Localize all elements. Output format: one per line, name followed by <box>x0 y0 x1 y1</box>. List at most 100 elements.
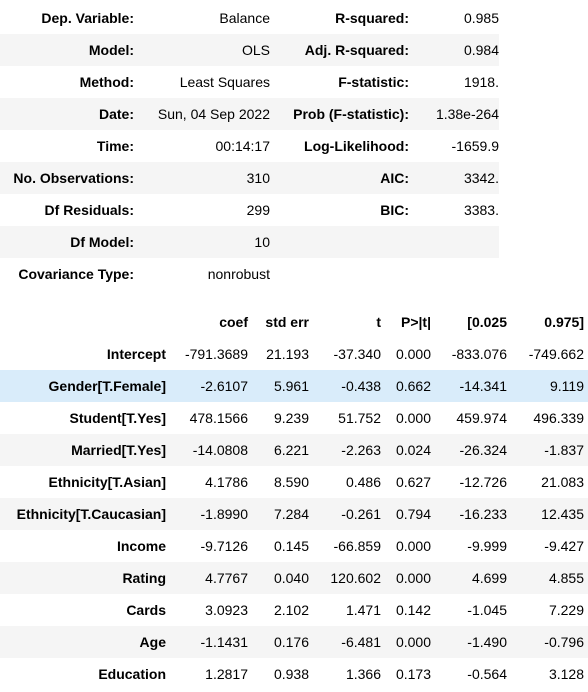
cell-t: -6.481 <box>341 634 381 650</box>
cell-ci-upper: 496.339 <box>533 410 584 426</box>
cell-variable: Rating <box>122 570 166 586</box>
cell-t: -66.859 <box>333 538 381 554</box>
summary-value: Sun, 04 Sep 2022 <box>157 106 270 122</box>
cell-ci-lower: -14.341 <box>459 378 507 394</box>
cell-coef: 3.0923 <box>205 602 248 618</box>
cell-ci-upper: 4.855 <box>548 570 584 586</box>
cell-p-value: 0.000 <box>395 634 431 650</box>
summary-stat-label <box>270 258 409 290</box>
model-summary-table: Dep. Variable: Balance R-squared: 0.985 Mode… <box>0 2 499 290</box>
header-coef: coef <box>219 314 248 330</box>
header-p-value: P>|t| <box>400 314 431 330</box>
cell-ci-lower: -26.324 <box>459 442 507 458</box>
header-ci-lower: [0.025 <box>467 314 507 330</box>
cell-ci-lower: 459.974 <box>456 410 507 426</box>
cell-ci-lower: -1.045 <box>467 602 507 618</box>
cell-p-value: 0.000 <box>395 410 431 426</box>
cell-variable: Student[T.Yes] <box>69 410 166 426</box>
coefficients-body: Intercept -791.3689 21.193 -37.340 0.000 -833… <box>0 338 588 690</box>
cell-ci-upper: -0.796 <box>544 634 584 650</box>
cell-std-err: 5.961 <box>273 378 309 394</box>
summary-row: Time: 00:14:17 Log-Likelihood: -1659.9 <box>0 130 499 162</box>
cell-ci-lower: -833.076 <box>451 346 507 362</box>
cell-ci-lower: -0.564 <box>467 666 507 682</box>
table-row: Income -9.7126 0.145 -66.859 0.000 -9.999 -9.4… <box>0 530 588 562</box>
cell-ci-upper: 7.229 <box>548 602 584 618</box>
cell-t: -0.261 <box>341 506 381 522</box>
summary-stat-label: Adj. R-squared: <box>304 42 409 58</box>
header-std-err: std err <box>265 314 309 330</box>
summary-stat-label <box>270 226 409 258</box>
summary-stat-value <box>409 226 499 258</box>
cell-p-value: 0.662 <box>395 378 431 394</box>
summary-label: Covariance Type: <box>18 266 134 282</box>
summary-stat-value: 1918. <box>463 74 499 90</box>
cell-t: 51.752 <box>338 410 381 426</box>
summary-label: Model: <box>88 42 134 58</box>
cell-p-value: 0.627 <box>395 474 431 490</box>
cell-std-err: 0.176 <box>273 634 309 650</box>
cell-coef: -1.1431 <box>200 634 248 650</box>
summary-label: Time: <box>96 138 134 154</box>
summary-value: nonrobust <box>207 266 270 282</box>
summary-row: Date: Sun, 04 Sep 2022 Prob (F-statistic):… <box>0 98 499 130</box>
summary-row: Method: Least Squares F-statistic: 1918. <box>0 66 499 98</box>
cell-t: 0.486 <box>345 474 381 490</box>
cell-std-err: 0.938 <box>273 666 309 682</box>
summary-stat-value <box>409 258 499 290</box>
summary-value: 310 <box>246 170 270 186</box>
cell-coef: 4.1786 <box>205 474 248 490</box>
cell-ci-upper: 21.083 <box>541 474 584 490</box>
table-row: Gender[T.Female] -2.6107 5.961 -0.438 0.662 -… <box>0 370 588 402</box>
cell-t: -2.263 <box>341 442 381 458</box>
coefficients-table: coef std err t P>|t| [0.025 0.975] Inter… <box>0 306 588 690</box>
cell-ci-upper: 12.435 <box>541 506 584 522</box>
cell-std-err: 9.239 <box>273 410 309 426</box>
cell-ci-lower: -1.490 <box>467 634 507 650</box>
cell-variable: Married[T.Yes] <box>71 442 166 458</box>
cell-std-err: 0.040 <box>273 570 309 586</box>
summary-label: Dep. Variable: <box>41 10 134 26</box>
cell-t: 120.602 <box>330 570 381 586</box>
table-row: Rating 4.7767 0.040 120.602 0.000 4.699 4.855 <box>0 562 588 594</box>
cell-variable: Gender[T.Female] <box>48 378 166 394</box>
cell-ci-upper: 9.119 <box>550 378 584 394</box>
cell-coef: 478.1566 <box>189 410 248 426</box>
summary-value: Least Squares <box>179 74 270 90</box>
cell-std-err: 21.193 <box>266 346 309 362</box>
cell-variable: Ethnicity[T.Asian] <box>48 474 166 490</box>
summary-label: Df Residuals: <box>44 202 134 218</box>
summary-stat-value: 0.984 <box>463 42 499 58</box>
summary-stat-value: 3383. <box>463 202 499 218</box>
summary-value: 10 <box>254 234 270 250</box>
cell-coef: -791.3689 <box>184 346 248 362</box>
cell-std-err: 8.590 <box>273 474 309 490</box>
cell-coef: -1.8990 <box>200 506 248 522</box>
summary-stat-label: AIC: <box>380 170 409 186</box>
table-row: Education 1.2817 0.938 1.366 0.173 -0.564 3.12… <box>0 658 588 690</box>
table-row: Ethnicity[T.Caucasian] -1.8990 7.284 -0.261… <box>0 498 588 530</box>
cell-ci-upper: -1.837 <box>544 442 584 458</box>
summary-stat-label: Log-Likelihood: <box>304 138 409 154</box>
cell-p-value: 0.142 <box>395 602 431 618</box>
cell-std-err: 0.145 <box>273 538 309 554</box>
summary-stat-value: 1.38e-264 <box>435 106 499 122</box>
cell-p-value: 0.000 <box>395 346 431 362</box>
summary-row: Model: OLS Adj. R-squared: 0.984 <box>0 34 499 66</box>
cell-std-err: 7.284 <box>273 506 309 522</box>
cell-variable: Ethnicity[T.Caucasian] <box>16 506 166 522</box>
summary-value: Balance <box>219 10 270 26</box>
table-row: Married[T.Yes] -14.0808 6.221 -2.263 0.024 -2… <box>0 434 588 466</box>
coefficients-header-row: coef std err t P>|t| [0.025 0.975] <box>0 306 588 338</box>
header-ci-upper: 0.975] <box>544 314 584 330</box>
cell-p-value: 0.000 <box>395 538 431 554</box>
cell-coef: -14.0808 <box>192 442 248 458</box>
cell-coef: 4.7767 <box>205 570 248 586</box>
cell-variable: Intercept <box>106 346 166 362</box>
summary-value: OLS <box>241 42 270 58</box>
cell-coef: 1.2817 <box>205 666 248 682</box>
cell-std-err: 6.221 <box>273 442 309 458</box>
header-variable <box>0 306 166 338</box>
summary-stat-label: R-squared: <box>335 10 409 26</box>
